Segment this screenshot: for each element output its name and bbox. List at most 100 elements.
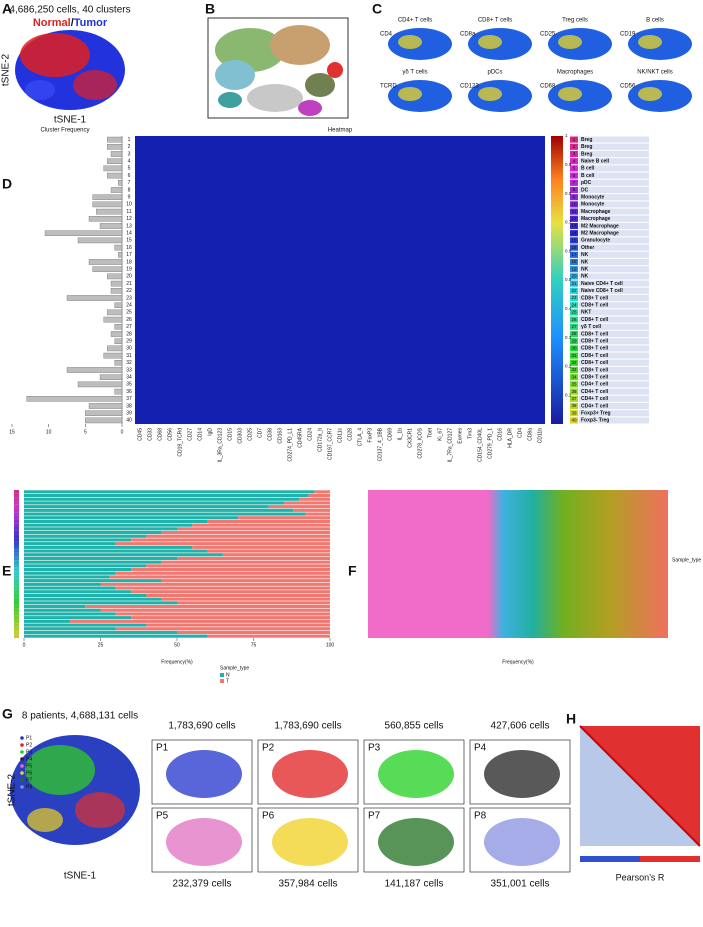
cluster-row [579,150,649,158]
column-label: CD15 [227,428,233,441]
bar-segment [85,605,330,609]
cluster-swatch [570,417,578,424]
cluster-name: Foxp3+ Treg [581,411,611,417]
patient-label: P6 [262,811,275,822]
y-tick-label: 32 [126,360,132,366]
cluster-number: 32 [571,360,577,365]
column-label: CD14 [197,428,203,441]
bar-segment [207,549,330,553]
column-label: FoxP3 [367,428,373,443]
colorbar [551,136,563,424]
bar-segment [24,619,70,623]
cluster-number: 11 [572,209,577,214]
group-swatch [14,501,19,505]
bar-segment [146,623,330,627]
bar [88,259,123,265]
cluster-number: 3 [573,151,576,156]
cluster-number: 36 [571,389,577,394]
map-title: Macrophages [557,70,593,76]
bar-segment [115,627,330,631]
cluster-number: 4 [573,158,576,163]
cluster-swatch [570,374,578,381]
cluster-number: 33 [571,367,577,372]
y-tick-label: 10 [126,202,132,208]
bar-segment [146,564,330,568]
cluster-name: CD8+ T cell [581,360,609,366]
map-title: Treg cells [562,18,588,24]
group-swatch [14,623,19,627]
column-label: CD303 [237,428,243,444]
cluster-row [579,194,649,201]
bar [103,165,123,172]
bar [114,324,123,330]
cluster-name: CD8+ T cell [581,375,609,381]
cluster-name: Naive B cell [581,159,610,165]
legend-dot [20,736,24,740]
y-tick-label: 12 [126,216,132,222]
bar [26,396,123,402]
cluster-name: CD8+ T cell [581,339,609,345]
bar-segment [24,523,193,527]
bar-segment [24,616,132,620]
x-tick-label: 0 [121,429,124,435]
column-label: CX3CR1 [407,428,413,448]
panel-label: E [2,563,11,579]
cell-count: 351,001 cells [491,879,550,890]
cluster-name: CD8+ T cell [581,317,609,323]
cluster-name: M2 Macrophage [581,223,619,229]
cluster-number: 2 [573,144,576,149]
colorbar-tick-label: 0.9 [565,162,572,167]
patient-tsne [272,818,348,866]
legend-label: P3 [26,749,32,755]
legend-dot [20,750,24,754]
cluster-swatch [570,165,578,172]
cluster-row [579,366,649,374]
cluster-name: NK [581,274,589,280]
y-tick-label: 18 [126,259,132,265]
x-tick-label: 75 [251,642,257,648]
y-tick-label: 3 [128,151,131,157]
bar-segment [24,568,132,572]
marker-map [558,87,582,101]
marker-label: CD56 [620,84,636,90]
y-tick-label: 19 [126,267,132,273]
cluster-name: pDC [581,180,592,186]
bar [66,295,123,301]
bar-segment [24,605,86,609]
colorbar-tick-label: 0.7 [565,220,572,225]
cluster-name: Monocyte [581,195,605,201]
patient-tsne [378,750,454,798]
bar [85,417,123,424]
legend-dot [20,764,24,768]
legend-dot [20,778,24,782]
bar-segment [24,560,162,564]
bar-segment [24,634,208,638]
column-label: CD197_CCR7 [327,428,333,460]
legend-swatch [220,673,224,677]
cluster-row [579,359,649,366]
heatmap [135,136,545,424]
map-title: γδ T cells [402,70,427,76]
bar-segment [222,553,330,557]
cluster-number: 18 [571,259,577,264]
group-swatch [14,552,19,557]
bar-segment [24,545,193,549]
column-label: CD4 [517,428,523,438]
cell-count: 427,606 cells [491,721,550,732]
cluster-swatch [570,410,578,417]
cluster-name: Naive CD8+ T cell [581,288,623,294]
cluster-name: Granulocyte [581,238,610,244]
bar-segment [24,538,132,542]
group-swatch [14,619,19,624]
column-label: CD24 [307,428,313,441]
bar [110,187,123,193]
bar-segment [161,579,330,583]
column-label: CD11b [537,428,543,443]
cluster-number: 28 [571,331,577,336]
legend-label: N [226,672,230,678]
cluster-number: 37 [571,396,577,401]
group-swatch [14,582,19,587]
colorbar-tick-label: 0.1 [565,392,572,397]
patient-label: P2 [262,743,275,754]
y-tick-label: 2 [128,144,131,150]
